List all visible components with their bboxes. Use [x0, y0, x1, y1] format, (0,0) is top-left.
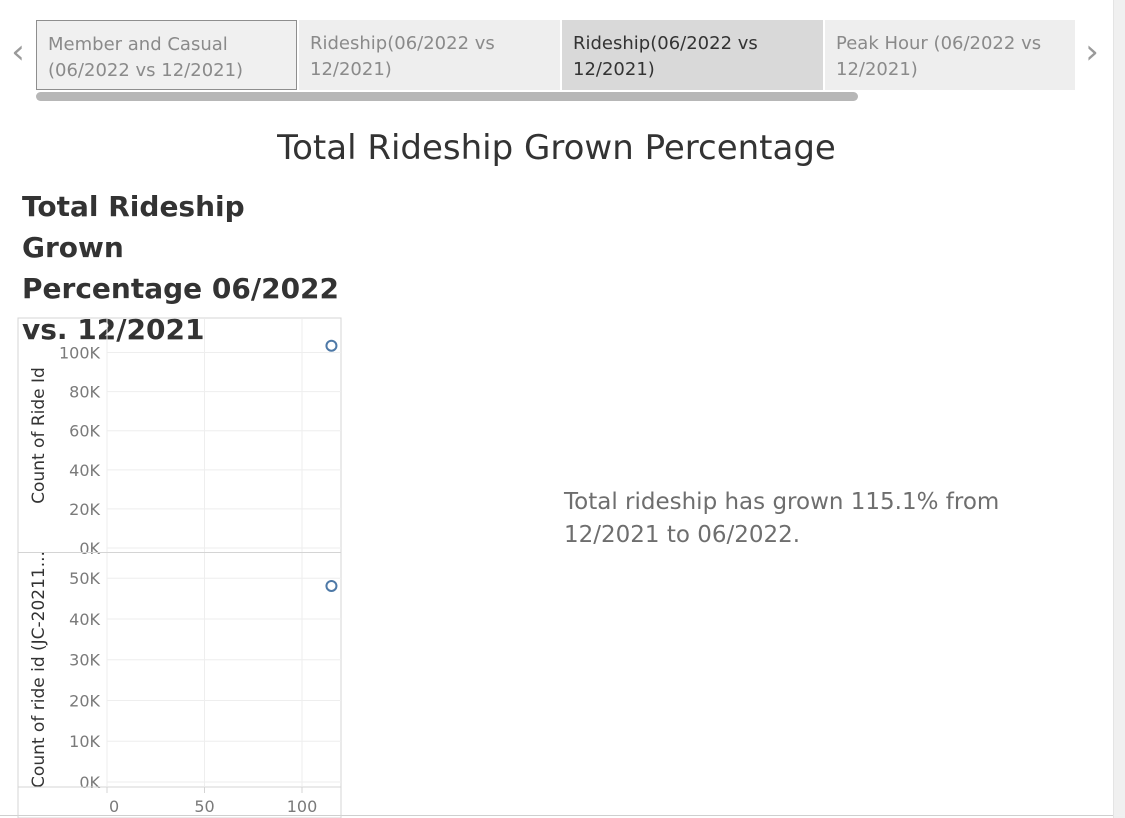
chevron-right-icon[interactable]: ›: [1085, 32, 1099, 72]
tab-label-line: 12/2021): [836, 59, 918, 80]
x-tick-label: 100: [287, 797, 318, 816]
y-tick-label: 80K: [69, 383, 100, 402]
chart-frame: [17, 317, 342, 818]
tab-member-and-casual[interactable]: Member and Casual (06/2022 vs 12/2021): [36, 20, 297, 90]
y-tick-label: 20K: [69, 500, 100, 519]
story-tabs: Member and Casual (06/2022 vs 12/2021) R…: [36, 20, 1076, 90]
chart-title-line: Total Rideship Grown: [22, 190, 245, 264]
tab-rideship-1[interactable]: Rideship(06/2022 vs 12/2021): [299, 20, 560, 90]
x-tick-label: 50: [194, 797, 214, 816]
y-tick-label: 50K: [69, 569, 100, 588]
tab-label-line: Rideship(06/2022 vs: [573, 33, 758, 54]
vertical-scrollbar[interactable]: [1113, 0, 1125, 818]
page-title: Total Rideship Grown Percentage: [277, 128, 836, 168]
tab-label-line: Member and Casual: [48, 34, 228, 55]
insight-text: Total rideship has grown 115.1% from 12/…: [564, 489, 1000, 548]
x-tick-label: 0: [109, 797, 119, 816]
y-tick-label: 100K: [59, 344, 101, 363]
scatter-point: [325, 339, 338, 352]
y-tick-label: 0K: [79, 539, 100, 558]
y-tick-label: 30K: [69, 651, 100, 670]
y-tick-label: 20K: [69, 691, 100, 710]
y-tick-label: 10K: [69, 732, 100, 751]
y-tick-label: 0K: [79, 773, 100, 792]
tab-peak-hour[interactable]: Peak Hour (06/2022 vs 12/2021): [825, 20, 1075, 90]
chart-title-line: Percentage 06/2022: [22, 272, 340, 305]
y-tick-label: 40K: [69, 610, 100, 629]
y-tick-label: 40K: [69, 461, 100, 480]
y-axis-title: Count of ride id (JC-20211...: [29, 551, 49, 788]
tab-label-line: (06/2022 vs 12/2021): [48, 60, 244, 81]
scatter-point: [325, 579, 338, 592]
chevron-left-icon[interactable]: ‹: [11, 32, 25, 72]
tab-rideship-2[interactable]: Rideship(06/2022 vs 12/2021): [562, 20, 823, 90]
tab-label-line: 12/2021): [310, 59, 392, 80]
tab-label-line: Peak Hour (06/2022 vs: [836, 33, 1042, 54]
y-tick-label: 60K: [69, 422, 100, 441]
y-axis-title: Count of Ride Id: [29, 367, 49, 504]
tab-label-line: 12/2021): [573, 59, 655, 80]
tabs-horizontal-scrollbar[interactable]: [36, 92, 858, 101]
bottom-divider: [0, 815, 1113, 816]
tab-label-line: Rideship(06/2022 vs: [310, 33, 495, 54]
